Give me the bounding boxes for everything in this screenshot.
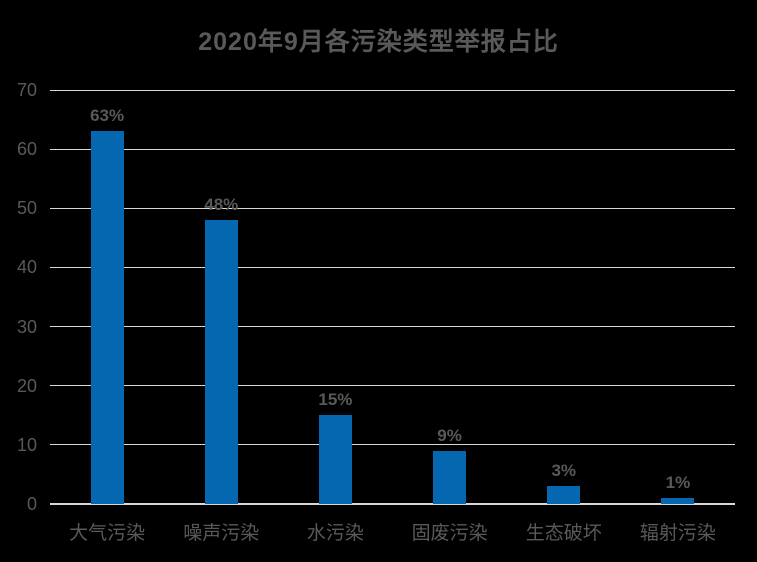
bar-value-label: 48% — [204, 195, 239, 215]
y-axis-tick-label: 60 — [16, 139, 37, 160]
bar — [433, 450, 467, 504]
gridline — [50, 326, 735, 328]
gridline — [50, 503, 735, 505]
gridline — [50, 266, 735, 268]
bar-value-label: 1% — [665, 473, 691, 493]
y-axis-tick-label: 40 — [16, 257, 37, 278]
gridline — [50, 207, 735, 209]
gridline — [50, 89, 735, 91]
bar — [90, 131, 124, 504]
plot-area: 63% 48% 15% 9% 3% 1% — [50, 89, 735, 505]
x-axis-category-label: 噪声污染 — [183, 523, 260, 544]
chart-title: 2020年9月各污染类型举报占比 — [198, 28, 559, 56]
bar-value-label: 9% — [437, 425, 462, 445]
y-axis-tick-label: 20 — [16, 375, 37, 396]
bar-value-label: 63% — [90, 106, 125, 126]
bar — [204, 220, 238, 504]
y-axis-tick-label: 10 — [16, 434, 37, 455]
gridline — [50, 385, 735, 387]
bar-value-label: 15% — [318, 390, 353, 410]
bar-value-label: 3% — [551, 461, 577, 481]
x-axis-category-label: 辐射污染 — [639, 523, 716, 544]
bar — [318, 415, 352, 504]
y-axis-tick-label: 30 — [16, 316, 37, 337]
x-axis-category-label: 生态破坏 — [525, 523, 602, 544]
y-axis-tick-label: 0 — [26, 494, 37, 514]
y-axis-tick-label: 70 — [16, 80, 37, 100]
x-axis-category-label: 水污染 — [306, 523, 364, 544]
bar — [547, 486, 581, 504]
gridline — [50, 444, 735, 446]
gridline — [50, 148, 735, 150]
x-axis-category-label: 大气污染 — [69, 523, 146, 544]
y-axis-tick-label: 50 — [16, 198, 37, 219]
bar — [661, 498, 695, 504]
x-axis-category-label: 固废污染 — [411, 523, 488, 544]
